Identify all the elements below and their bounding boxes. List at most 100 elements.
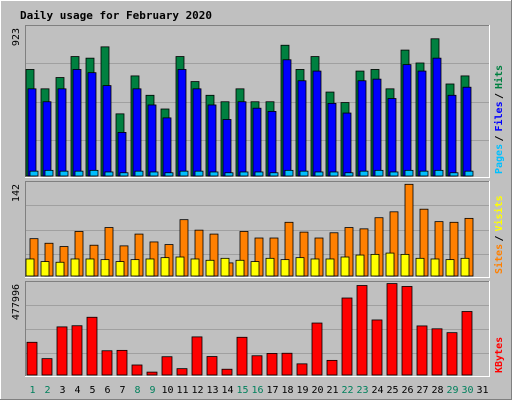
visits-bar — [55, 261, 65, 277]
day-label: 28 — [431, 385, 443, 396]
pages-bar — [89, 169, 99, 177]
legend-pages: Pages — [494, 144, 505, 174]
legend-files: Files — [493, 101, 505, 131]
pages-bar — [224, 172, 234, 177]
files-bar — [42, 101, 52, 177]
day-label: 25 — [386, 385, 398, 396]
kbytes-bar — [146, 371, 158, 376]
files-bar — [222, 119, 232, 177]
day-label: 13 — [206, 385, 218, 396]
visits-bar — [265, 257, 275, 277]
visits-bar — [310, 258, 320, 277]
files-bar — [297, 80, 307, 177]
chart-panels: 923 Pages / Files / Hits 142 Sites / Visits 477996… — [11, 25, 505, 377]
pages-bar — [284, 169, 294, 177]
visits-bar — [115, 261, 125, 277]
day-label: 15 — [236, 385, 248, 396]
day-label: 4 — [74, 385, 80, 396]
kbytes-bar — [176, 368, 188, 376]
pages-bar — [404, 169, 414, 177]
day-label: 31 — [476, 385, 488, 396]
visits-bar — [190, 258, 200, 277]
kbytes-bar — [341, 297, 353, 376]
visits-bar — [280, 259, 290, 277]
pages-bar — [134, 170, 144, 177]
panel-1-ymax-label: 142 — [11, 184, 22, 202]
day-label: 3 — [59, 385, 65, 396]
visits-bar — [385, 252, 395, 277]
pages-bar — [44, 169, 54, 177]
day-label: 30 — [461, 385, 473, 396]
pages-bar — [209, 171, 219, 177]
visits-bar — [160, 257, 170, 277]
kbytes-bar — [356, 285, 368, 376]
legend-kbytes: KBytes — [494, 337, 505, 373]
files-bar — [207, 104, 217, 177]
files-bar — [87, 72, 97, 177]
day-label: 9 — [149, 385, 155, 396]
kbytes-bar — [386, 283, 398, 376]
day-label: 21 — [326, 385, 338, 396]
legend-separator: / — [494, 93, 505, 99]
files-bar — [177, 69, 187, 177]
visits-bar — [40, 261, 50, 277]
kbytes-bar — [251, 355, 263, 376]
chart-title: Daily usage for February 2020 — [20, 9, 212, 22]
pages-bar — [164, 172, 174, 177]
kbytes-bar — [461, 311, 473, 376]
visits-bar — [355, 254, 365, 277]
kbytes-bar — [236, 336, 248, 376]
files-bar — [162, 117, 172, 177]
day-label: 16 — [251, 385, 263, 396]
pages-bar — [194, 170, 204, 177]
pages-bar — [239, 171, 249, 177]
kbytes-bar — [401, 286, 413, 376]
visits-bar — [205, 259, 215, 277]
day-label: 8 — [134, 385, 140, 396]
pages-bar — [314, 171, 324, 177]
pages-bar — [299, 170, 309, 177]
pages-bar — [374, 169, 384, 177]
kbytes-bar — [266, 353, 278, 376]
visits-bar — [130, 259, 140, 277]
legend-visits: Visits — [493, 195, 505, 231]
kbytes-bar — [71, 325, 83, 376]
files-bar — [192, 88, 202, 177]
day-label: 18 — [281, 385, 293, 396]
kbytes-bar — [221, 368, 233, 376]
day-label: 12 — [191, 385, 203, 396]
visits-bar — [415, 257, 425, 277]
legend-separator: / — [494, 235, 505, 241]
visits-bar — [370, 253, 380, 277]
kbytes-bar — [131, 364, 143, 376]
visits-bar — [100, 259, 110, 277]
kbytes-bar — [41, 358, 53, 376]
files-bar — [342, 112, 352, 177]
files-bar — [57, 88, 67, 177]
day-label: 2 — [44, 385, 50, 396]
pages-bar — [254, 171, 264, 177]
visits-bar — [460, 257, 470, 277]
pages-bar — [434, 169, 444, 177]
files-bar — [237, 101, 247, 177]
legend-separator: / — [494, 135, 505, 141]
visits-bar — [145, 258, 155, 277]
kbytes-bar — [281, 352, 293, 376]
panel-2-ymax-label: 477996 — [11, 284, 22, 320]
kbytes-bar — [191, 336, 203, 376]
kbytes-bar — [326, 359, 338, 376]
files-bar — [117, 132, 127, 177]
kbytes-bar — [116, 349, 128, 376]
pages-bar — [59, 170, 69, 177]
files-bar — [267, 111, 277, 177]
files-bar — [72, 69, 82, 177]
x-axis-day-labels: 1 2 3 4 5 6 7 8 9 10 11 12 13 14 15 16 17 18 19 20 21 22 23 24 2… — [29, 385, 488, 396]
visits-bar — [25, 258, 35, 277]
kbytes-bar — [86, 316, 98, 376]
files-bar — [387, 98, 397, 177]
files-bar — [357, 80, 367, 177]
day-label: 1 — [29, 385, 35, 396]
files-bar — [102, 85, 112, 177]
day-label: 11 — [176, 385, 188, 396]
